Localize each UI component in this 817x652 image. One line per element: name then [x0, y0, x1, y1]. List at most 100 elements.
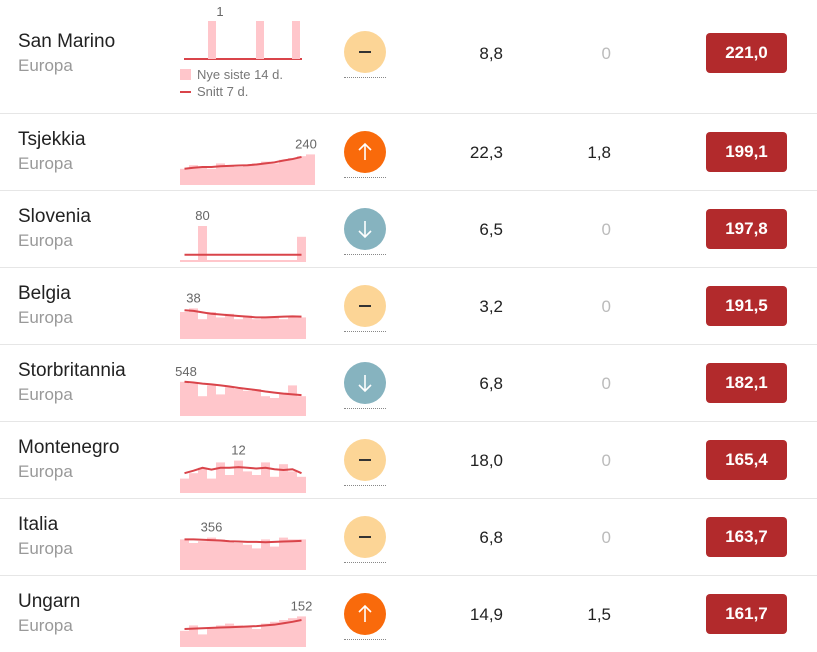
- value-b: 1,8: [587, 143, 611, 162]
- row-divider: [0, 421, 817, 422]
- country-name: Storbritannia: [18, 360, 126, 381]
- trend-indicator[interactable]: [344, 131, 386, 173]
- day-bar: [225, 313, 234, 339]
- day-bar: [207, 627, 216, 647]
- table-row[interactable]: Italia Europa 356 6,8 0 163,7: [0, 498, 817, 575]
- country-name: Slovenia: [18, 206, 91, 227]
- day-bar: [225, 541, 234, 570]
- day-bar: [270, 546, 279, 570]
- rate-badge[interactable]: 199,1: [706, 132, 787, 172]
- day-bar: [261, 623, 270, 647]
- day-bar: [288, 471, 297, 493]
- rate-badge[interactable]: 182,1: [706, 363, 787, 403]
- day-bar: [198, 167, 207, 185]
- legend-bars-label: Nye siste 14 d.: [197, 67, 283, 82]
- trend-indicator[interactable]: [344, 516, 386, 558]
- rate-badge[interactable]: 191,5: [706, 286, 787, 326]
- value-a: 22,3: [469, 143, 503, 162]
- day-bar: [216, 625, 225, 647]
- arrow-head: [358, 384, 372, 393]
- trend-indicator[interactable]: [344, 593, 386, 635]
- day-bar: [198, 541, 207, 570]
- day-bar: [279, 537, 288, 570]
- day-bar: [198, 319, 207, 339]
- day-bar: [297, 396, 306, 416]
- table-row[interactable]: Ungarn Europa 152 14,9 1,5 161,7: [0, 575, 817, 652]
- day-bar: [297, 539, 306, 570]
- minus-icon: [359, 536, 371, 538]
- table-row[interactable]: Storbritannia Europa 548 6,8 0 182,1: [0, 344, 817, 421]
- day-bar: [252, 163, 261, 185]
- table-row[interactable]: Tsjekkia Europa 240 22,3 1,8 199,1: [0, 113, 817, 190]
- day-bar: [180, 381, 189, 416]
- trend-underline: [344, 254, 386, 255]
- day-bar: [270, 317, 279, 339]
- region-name: Europa: [18, 231, 73, 250]
- value-a: 8,8: [479, 44, 503, 63]
- day-bar: [207, 478, 216, 493]
- rate-badge[interactable]: 165,4: [706, 440, 787, 480]
- day-bar: [216, 539, 225, 570]
- day-bar: [207, 312, 216, 339]
- peak-label: 356: [201, 520, 223, 535]
- day-bar: [270, 260, 279, 262]
- day-bar: [288, 317, 297, 339]
- day-bar: [180, 630, 189, 647]
- average-line: [184, 309, 302, 319]
- sparkline-chart: 152: [180, 598, 312, 647]
- average-line: [184, 380, 302, 397]
- day-bar: [252, 260, 261, 262]
- day-bar: [243, 315, 252, 339]
- day-bar: [189, 543, 198, 570]
- trend-indicator[interactable]: [344, 285, 386, 327]
- average-line: [184, 619, 302, 630]
- trend-underline: [344, 562, 386, 563]
- peak-label: 80: [195, 208, 209, 223]
- trend-underline: [344, 177, 386, 178]
- peak-label: 12: [231, 443, 245, 458]
- day-bar: [198, 634, 207, 647]
- day-bar: [189, 383, 198, 416]
- day-bar: [279, 260, 288, 262]
- arrow-up-icon: [358, 142, 372, 160]
- day-bar: [288, 158, 297, 185]
- day-bar: [252, 629, 261, 647]
- table-row[interactable]: Slovenia Europa 80 6,5 0 197,8: [0, 190, 817, 267]
- sparkline-chart: 356: [180, 520, 306, 570]
- day-bar: [243, 390, 252, 416]
- table-row[interactable]: Montenegro Europa 12 18,0 0 165,4: [0, 421, 817, 498]
- day-bar: [225, 260, 234, 262]
- rate-badge[interactable]: 221,0: [706, 33, 787, 73]
- day-bar: [234, 543, 243, 570]
- rate-badge[interactable]: 161,7: [706, 594, 787, 634]
- trend-indicator[interactable]: [344, 362, 386, 404]
- region-name: Europa: [18, 462, 73, 481]
- day-bar: [189, 165, 198, 185]
- trend-indicator[interactable]: [344, 439, 386, 481]
- average-line: [184, 155, 302, 170]
- day-bar: [288, 260, 297, 262]
- rate-badge[interactable]: 163,7: [706, 517, 787, 557]
- row-divider: [0, 498, 817, 499]
- trend-indicator[interactable]: [344, 31, 386, 73]
- sparkline-chart: 38: [180, 290, 306, 339]
- table-row[interactable]: Belgia Europa 38 3,2 0 191,5: [0, 267, 817, 344]
- day-bar: [189, 308, 198, 339]
- value-a: 3,2: [479, 297, 503, 316]
- trend-underline: [344, 77, 386, 78]
- trend-underline: [344, 331, 386, 332]
- arrow-head: [358, 604, 372, 613]
- arrow-head: [358, 230, 372, 239]
- day-bar: [234, 625, 243, 647]
- day-bar: [216, 394, 225, 416]
- trend-indicator[interactable]: [344, 208, 386, 250]
- table-row[interactable]: San Marino Europa 1 Nye siste 14 d. Snitt 7 …: [0, 0, 817, 113]
- value-a: 18,0: [469, 451, 503, 470]
- day-bar: [243, 627, 252, 647]
- day-bar: [279, 464, 288, 493]
- day-bar: [297, 476, 306, 493]
- day-bar: [234, 260, 243, 262]
- rate-badge[interactable]: 197,8: [706, 209, 787, 249]
- day-bar: [189, 260, 198, 262]
- day-bar: [288, 539, 297, 570]
